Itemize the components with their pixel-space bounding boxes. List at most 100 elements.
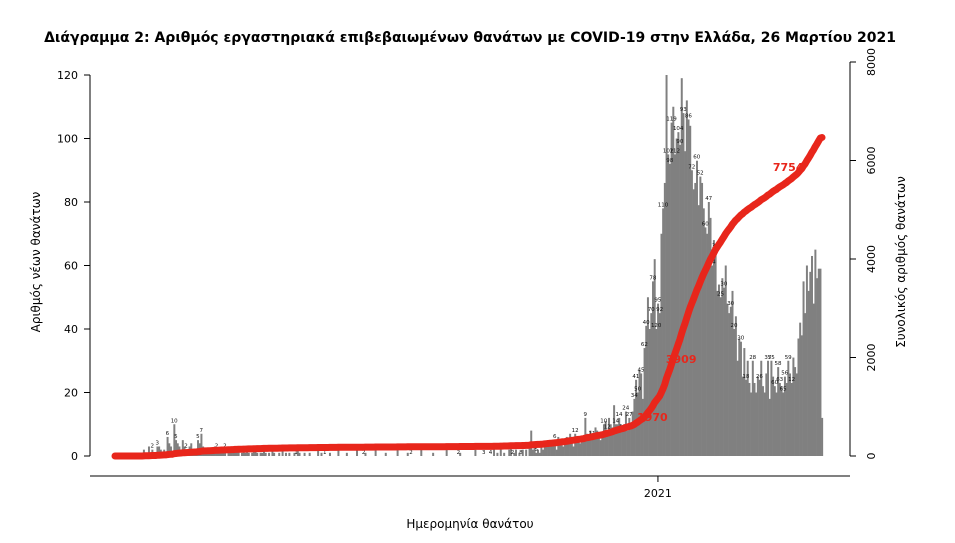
y-axis-label: Αριθμός νέων θανάτων <box>29 191 43 332</box>
bar <box>222 452 225 456</box>
bar <box>537 449 539 456</box>
bar <box>244 452 247 456</box>
bar-value-label: 40 <box>643 320 650 326</box>
bar <box>658 313 661 457</box>
bar-value-label: 98 <box>666 158 673 164</box>
bar-value-label: 65 <box>780 387 787 393</box>
bar <box>515 449 517 456</box>
bar <box>545 443 548 456</box>
bar <box>604 421 607 456</box>
bar <box>638 370 641 456</box>
bar <box>660 233 663 456</box>
bar <box>296 449 299 456</box>
bar <box>281 449 284 456</box>
bar <box>680 78 683 457</box>
bar-value-label: 56 <box>781 371 788 377</box>
y2-axis-label: Συνολικός αριθμός θανάτων <box>894 176 908 348</box>
bar <box>496 452 499 456</box>
bar <box>682 113 685 456</box>
bar <box>816 278 819 456</box>
bar <box>746 360 749 456</box>
bar <box>210 452 213 456</box>
bar-value-label: 2 <box>409 450 413 456</box>
bar <box>745 379 748 456</box>
bar <box>420 449 423 456</box>
bar <box>794 367 797 456</box>
bar-value-label: 72 <box>688 164 695 170</box>
bar <box>739 341 742 456</box>
right-tick-label: 6000 <box>865 147 878 175</box>
bar <box>200 433 203 456</box>
left-tick-label: 0 <box>71 450 78 463</box>
bar <box>687 119 690 456</box>
bar <box>173 424 176 456</box>
bar <box>168 443 171 456</box>
bar <box>558 443 561 456</box>
bar <box>246 449 249 456</box>
bar <box>621 430 624 456</box>
cumulative-line <box>111 134 826 460</box>
bar-value-label: 70 <box>648 307 655 313</box>
bar <box>232 452 235 456</box>
bar-value-label: 14 <box>612 418 619 424</box>
bar <box>706 233 709 456</box>
bar <box>601 436 604 456</box>
bar <box>763 392 766 456</box>
bar <box>513 452 516 456</box>
left-tick-label: 120 <box>57 69 78 82</box>
bar-value-label: 27 <box>626 412 633 418</box>
bar <box>640 373 643 456</box>
bar <box>328 452 331 456</box>
bar <box>807 290 810 456</box>
bar <box>643 348 646 456</box>
bar <box>548 446 551 456</box>
bar <box>734 316 737 456</box>
bar-value-label: 86 <box>685 113 692 119</box>
bar <box>259 452 262 456</box>
bar <box>303 452 306 456</box>
bar <box>552 443 555 456</box>
bar <box>553 440 556 457</box>
bar <box>689 125 692 457</box>
bar-value-label: 63 <box>776 377 783 383</box>
bar <box>503 452 506 456</box>
bar <box>674 154 676 457</box>
bar <box>795 373 798 456</box>
bar <box>254 449 257 456</box>
bar <box>804 313 807 457</box>
bar <box>785 382 788 456</box>
left-tick-label: 80 <box>64 196 78 209</box>
bar <box>147 446 150 456</box>
bar <box>572 446 575 456</box>
bar <box>814 249 817 457</box>
bar <box>197 440 200 457</box>
bar <box>599 440 602 457</box>
bar <box>574 433 577 456</box>
bar <box>251 452 254 456</box>
left-y-axis: 0 20 40 60 80 100 120 <box>57 69 91 463</box>
bar <box>509 446 512 456</box>
bar <box>459 452 462 456</box>
bar-value-label: 14 <box>616 412 623 418</box>
bar <box>396 449 399 456</box>
bar <box>630 427 633 456</box>
bar <box>542 449 545 456</box>
bar <box>547 440 550 457</box>
bar <box>619 424 622 456</box>
bar <box>789 373 792 456</box>
bar <box>521 449 524 456</box>
bar <box>777 367 780 456</box>
bar <box>758 379 761 456</box>
bar-value-label: 18 <box>742 374 749 380</box>
bar <box>626 430 629 456</box>
bar <box>432 452 435 456</box>
x-axis: 2021 <box>90 475 850 500</box>
bar-value-label: 30 <box>727 301 734 307</box>
right-tick-label: 8000 <box>865 48 878 76</box>
bar <box>679 144 682 456</box>
bar <box>767 360 770 456</box>
bar-value-label: 12 <box>572 428 579 434</box>
bar <box>773 386 776 456</box>
bar-value-label: 90 <box>676 139 683 145</box>
bar <box>760 360 763 456</box>
